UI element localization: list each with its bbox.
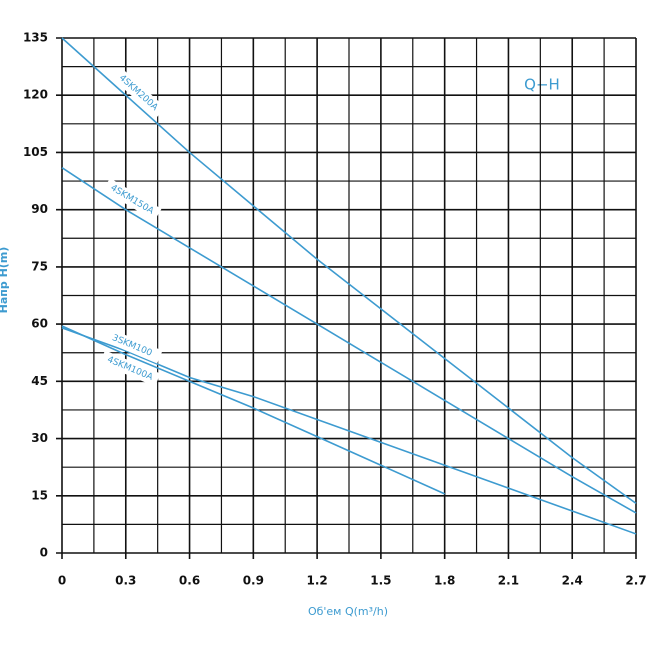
y-tick-label: 75 <box>31 259 48 273</box>
x-tick-label: 2.1 <box>498 574 519 588</box>
label-background <box>102 178 162 221</box>
x-tick-label: 0.9 <box>243 574 264 588</box>
label-background <box>101 327 163 364</box>
x-tick-label: 0.3 <box>115 574 136 588</box>
x-tick-label: 2.4 <box>562 574 583 588</box>
y-tick-label: 60 <box>31 317 48 331</box>
y-tick-label: 135 <box>23 31 48 45</box>
label-background <box>111 67 166 118</box>
y-tick-label: 30 <box>31 431 48 445</box>
x-tick-label: 0.6 <box>179 574 200 588</box>
y-tick-label: 0 <box>40 546 48 560</box>
y-tick-label: 105 <box>23 145 48 159</box>
series-line <box>61 37 637 505</box>
x-axis-label: Об'ем Q(m³/h) <box>308 605 388 618</box>
series-line <box>61 167 637 514</box>
y-tick-label: 120 <box>23 88 48 102</box>
x-tick-label: 2.7 <box>625 574 646 588</box>
x-tick-label: 1.5 <box>370 574 391 588</box>
label-background <box>99 350 161 387</box>
y-axis-label: Напр Н(m) <box>0 247 10 314</box>
y-tick-label: 45 <box>31 374 48 388</box>
series-line <box>61 325 445 495</box>
y-tick-label: 15 <box>31 488 48 502</box>
y-tick-label: 90 <box>31 202 48 216</box>
x-tick-label: 1.8 <box>434 574 455 588</box>
x-tick-label: 0 <box>58 574 66 588</box>
chart-title: Q−H <box>524 76 560 94</box>
series-line <box>61 327 637 535</box>
x-tick-label: 1.2 <box>306 574 327 588</box>
series-label: 4SKM150A <box>109 183 156 217</box>
